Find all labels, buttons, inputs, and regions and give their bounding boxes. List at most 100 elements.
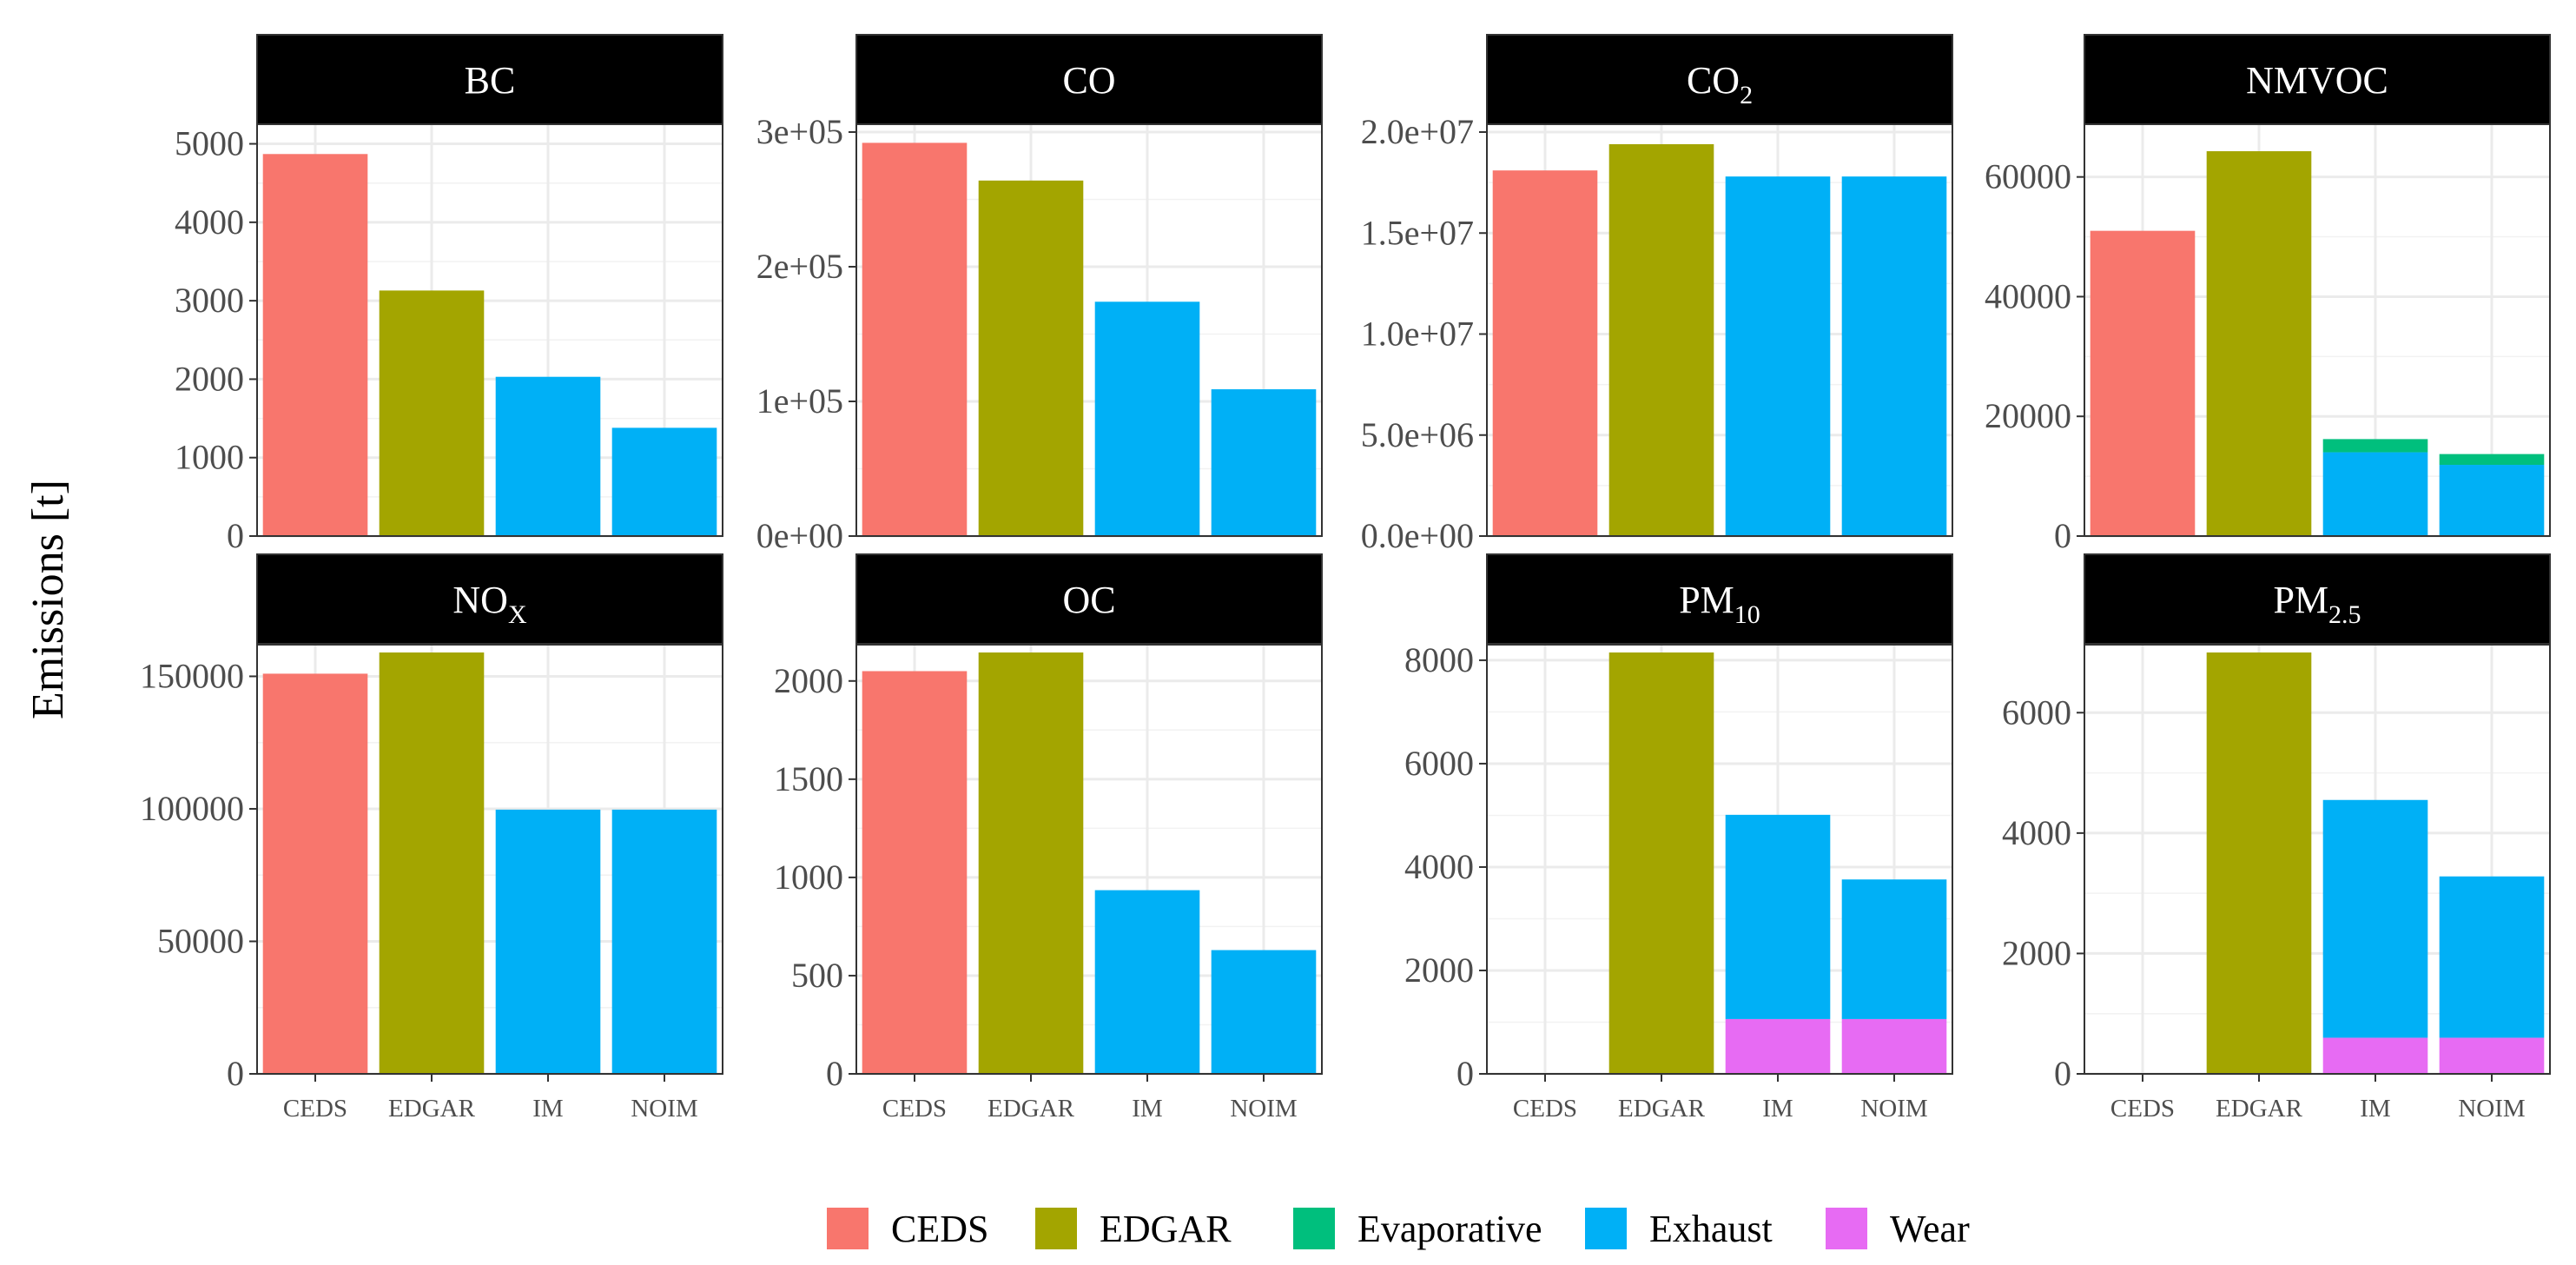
legend-key (827, 1208, 869, 1249)
y-tick-label: 50000 (157, 921, 244, 960)
y-tick-label: 0 (227, 516, 244, 555)
bar-exhaust (1841, 879, 1947, 1019)
bar-exhaust (2439, 876, 2545, 1038)
y-tick-label: 150000 (140, 656, 244, 695)
bar-exhaust (1725, 176, 1831, 536)
y-tick-label: 0e+00 (756, 516, 843, 555)
bar-exhaust (2322, 452, 2428, 536)
x-tick-label: NOIM (2458, 1095, 2525, 1123)
panel-border (2084, 123, 2551, 537)
legend-item: EDGAR (1035, 1208, 1232, 1250)
legend-item: Exhaust (1585, 1208, 1773, 1250)
legend: CEDS EDGAR Evaporative Exhaust Wear (827, 1208, 1970, 1250)
legend-item: Evaporative (1293, 1208, 1542, 1250)
panel-border (1486, 123, 1953, 537)
legend-item: CEDS (827, 1208, 988, 1250)
facet-panel: BC 0 1000 2000 3000 4000 5000 (175, 34, 723, 555)
x-tick-label: EDGAR (987, 1095, 1075, 1123)
facet-strip (256, 34, 723, 125)
legend-label: EDGAR (1100, 1208, 1232, 1250)
bar-exhaust (2322, 799, 2428, 1038)
facet-strip (855, 34, 1323, 125)
bar-exhaust (495, 376, 601, 536)
y-tick-label: 3000 (175, 281, 244, 320)
panel-border (256, 123, 723, 537)
y-tick-label: 4000 (2002, 813, 2071, 852)
y-tick-label: 2000 (774, 661, 843, 700)
legend-key (1826, 1208, 1867, 1249)
bar-exhaust (1725, 814, 1831, 1019)
y-tick-label: 1.5e+07 (1361, 213, 1474, 252)
bar-exhaust (1841, 176, 1947, 536)
bar-edgar (2206, 151, 2312, 537)
facet-strip (2084, 553, 2551, 645)
y-tick-label: 1000 (175, 438, 244, 477)
y-tick-label: 2000 (2002, 933, 2071, 972)
panel-border (855, 123, 1323, 537)
y-tick-label: 0.0e+00 (1361, 516, 1474, 555)
y-tick-label: 2000 (175, 359, 244, 398)
x-tick-label: CEDS (283, 1095, 347, 1123)
bar-exhaust (611, 809, 717, 1074)
x-tick-label: IM (2360, 1095, 2390, 1123)
bar-ceds (2090, 230, 2196, 536)
bar-ceds (862, 671, 968, 1074)
x-tick-label: EDGAR (388, 1095, 476, 1123)
y-tick-label: 500 (791, 956, 843, 995)
y-tick-label: 0 (2054, 516, 2071, 555)
x-tick-label: IM (1762, 1095, 1793, 1123)
y-tick-label: 60000 (1985, 157, 2071, 196)
legend-label: Evaporative (1357, 1208, 1542, 1250)
y-tick-label: 2000 (1404, 950, 1474, 990)
y-tick-label: 2e+05 (756, 247, 843, 286)
y-tick-label: 1500 (774, 759, 843, 798)
x-tick-label: CEDS (882, 1095, 947, 1123)
x-tick-label: IM (1132, 1095, 1162, 1123)
bar-exhaust (1094, 890, 1200, 1074)
legend-label: Wear (1890, 1208, 1970, 1250)
bar-edgar (978, 652, 1084, 1074)
y-tick-label: 1000 (774, 858, 843, 897)
facet-title: CO (1062, 59, 1115, 102)
bar-wear (2439, 1037, 2545, 1074)
bar-edgar (1608, 143, 1714, 536)
bar-exhaust (611, 427, 717, 536)
bar-evaporative (2439, 454, 2545, 466)
bar-exhaust (495, 809, 601, 1074)
bar-wear (1725, 1018, 1831, 1074)
legend-key (1585, 1208, 1627, 1249)
legend-key (1035, 1208, 1077, 1249)
panel-border (1486, 644, 1953, 1075)
y-tick-label: 0 (826, 1054, 843, 1093)
x-tick-label: NOIM (1230, 1095, 1297, 1123)
bar-wear (1841, 1018, 1947, 1074)
facet-title: OC (1062, 579, 1115, 621)
facet-title: BC (465, 59, 516, 102)
panel-border (2084, 644, 2551, 1075)
facet-strip (2084, 34, 2551, 125)
bar-ceds (1492, 170, 1598, 537)
x-tick-label: NOIM (631, 1095, 697, 1123)
facet-panel: NMVOC 0 20000 40000 60000 (1985, 34, 2551, 555)
facet-strip (855, 553, 1323, 645)
y-tick-label: 1e+05 (756, 381, 843, 421)
y-tick-label: 6000 (1404, 744, 1474, 783)
x-tick-label: EDGAR (2216, 1095, 2303, 1123)
x-tick-label: IM (532, 1095, 563, 1123)
bar-edgar (379, 652, 485, 1074)
y-axis-label: Emissions [t] (23, 480, 73, 719)
legend-label: Exhaust (1649, 1208, 1773, 1250)
x-tick-label: CEDS (2110, 1095, 2175, 1123)
facet-strip (256, 553, 723, 645)
legend-key (1293, 1208, 1335, 1249)
y-tick-label: 5.0e+06 (1361, 415, 1474, 454)
x-tick-label: CEDS (1513, 1095, 1577, 1123)
facet-panels: BC010002000300040005000CO0e+001e+052e+05… (140, 34, 2551, 1123)
y-tick-label: 40000 (1985, 276, 2071, 315)
bar-ceds (262, 154, 368, 536)
